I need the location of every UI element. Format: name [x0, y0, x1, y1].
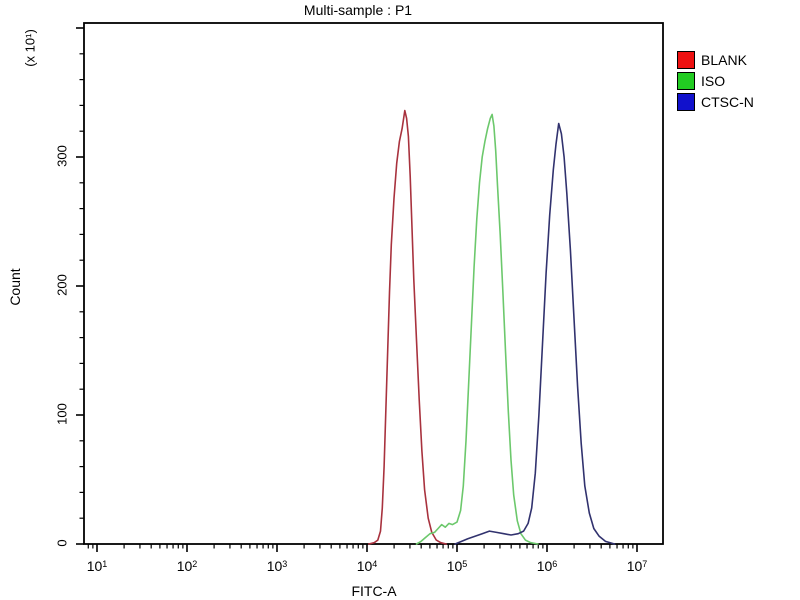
legend-label-iso: ISO — [701, 73, 726, 89]
x-tick-label-10e1: 101 — [86, 558, 108, 574]
histogram-curve-iso — [415, 113, 539, 545]
y-tick-label-300: 300 — [54, 145, 70, 167]
y-axis-scale-note: (x 10¹) — [22, 29, 38, 67]
legend-label-blank: BLANK — [701, 52, 747, 68]
x-tick-label-10e5: 105 — [446, 558, 468, 574]
legend-item-iso: ISO — [677, 72, 754, 90]
chart-title: Multi-sample : P1 — [303, 2, 413, 18]
legend-swatch-blank — [677, 51, 695, 69]
legend-item-ctsc-n: CTSC-N — [677, 93, 754, 111]
y-tick-label-100: 100 — [54, 403, 70, 425]
legend-label-ctsc-n: CTSC-N — [701, 94, 754, 110]
legend-swatch-iso — [677, 72, 695, 90]
x-tick-label-10e4: 104 — [356, 558, 378, 574]
legend: BLANK ISO CTSC-N — [677, 51, 754, 111]
y-axis-label: Count — [7, 268, 23, 306]
histogram-curve-blank — [368, 109, 447, 545]
x-tick-label-10e3: 103 — [266, 558, 288, 574]
histogram-curve-ctsc-n — [454, 122, 616, 545]
legend-swatch-ctsc-n — [677, 93, 695, 111]
x-tick-label-10e6: 106 — [536, 558, 558, 574]
plot-frame — [83, 22, 664, 545]
x-tick-label-10e7: 107 — [626, 558, 648, 574]
x-axis-label: FITC-A — [351, 583, 397, 599]
legend-item-blank: BLANK — [677, 51, 754, 69]
y-tick-label-0: 0 — [54, 539, 70, 547]
x-tick-label-10e2: 102 — [176, 558, 198, 574]
y-tick-label-200: 200 — [54, 274, 70, 296]
